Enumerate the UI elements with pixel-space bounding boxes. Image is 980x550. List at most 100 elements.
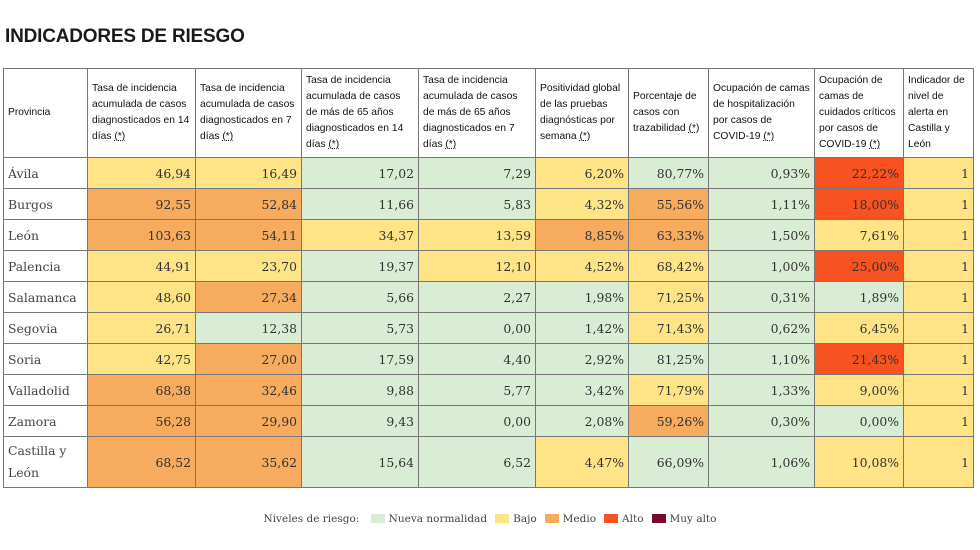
column-header: Tasa de incidencia acumulada de casos di… (87, 68, 196, 158)
legend-swatch (651, 513, 666, 523)
legend-swatch (495, 513, 510, 523)
indicator-cell: 4,47% (535, 436, 629, 488)
risk-levels-legend: Niveles de riesgo: Nueva normalidad Bajo M… (0, 513, 980, 525)
footnote-link[interactable]: (*) (869, 139, 881, 150)
indicator-cell: 21,43% (814, 343, 904, 375)
indicator-cell: 1,00% (708, 250, 815, 282)
indicator-cell: 1 (903, 188, 974, 220)
legend-item: Muy alto (651, 513, 717, 525)
column-header-label: Tasa de incidencia acumulada de casos di… (92, 83, 190, 142)
legend-swatch (604, 513, 619, 523)
indicator-cell: 5,73 (301, 312, 419, 344)
indicator-cell: 1,06% (708, 436, 815, 488)
column-header: Tasa de incidencia acumulada de casos de… (418, 68, 536, 158)
legend-label: Alto (622, 513, 644, 525)
indicator-cell: 17,59 (301, 343, 419, 375)
column-header: Indicador de nivel de alerta en Castilla… (903, 68, 974, 158)
column-header: Tasa de incidencia acumulada de casos di… (195, 68, 302, 158)
footnote-link[interactable]: (*) (763, 131, 775, 142)
legend-items: Nueva normalidad Bajo Medio Alto Muy alto (363, 513, 717, 525)
legend-item: Nueva normalidad (370, 513, 487, 525)
indicator-cell: 63,33% (628, 219, 709, 251)
indicator-cell: 18,00% (814, 188, 904, 220)
indicator-cell: 1,33% (708, 374, 815, 406)
column-header: Tasa de incidencia acumulada de casos de… (301, 68, 419, 158)
indicator-cell: 54,11 (195, 219, 302, 251)
indicator-cell: 1,98% (535, 281, 629, 313)
indicator-cell: 1 (903, 157, 974, 189)
footnote-link[interactable]: (*) (114, 131, 126, 142)
indicator-cell: 0,31% (708, 281, 815, 313)
indicator-cell: 26,71 (87, 312, 196, 344)
column-header-label: Provincia (8, 107, 51, 118)
table-row: Ávila 46,94 16,49 17,02 7,29 6,20% 80,77% 0,93%… (3, 157, 974, 189)
indicator-cell: 68,42% (628, 250, 709, 282)
province-cell: Castilla y León (3, 436, 88, 488)
indicator-cell: 92,55 (87, 188, 196, 220)
indicator-cell: 1 (903, 250, 974, 282)
province-cell: Salamanca (3, 281, 88, 313)
indicator-cell: 1,50% (708, 219, 815, 251)
legend-title: Niveles de riesgo: (263, 513, 360, 525)
indicator-cell: 0,00 (418, 312, 536, 344)
indicator-cell: 71,79% (628, 374, 709, 406)
indicator-cell: 19,37 (301, 250, 419, 282)
column-header-label: Porcentaje de casos con trazabilidad (633, 91, 697, 134)
indicator-cell: 9,00% (814, 374, 904, 406)
footnote-link[interactable]: (*) (222, 131, 234, 142)
table-row: León 103,63 54,11 34,37 13,59 8,85% 63,33% 1,50… (3, 219, 974, 251)
indicator-cell: 22,22% (814, 157, 904, 189)
risk-indicators-table: Provincia Tasa de incidencia acumulada de… (3, 68, 974, 488)
province-cell: Segovia (3, 312, 88, 344)
indicator-cell: 8,85% (535, 219, 629, 251)
indicator-cell: 1 (903, 312, 974, 344)
indicator-cell: 35,62 (195, 436, 302, 488)
indicator-cell: 0,93% (708, 157, 815, 189)
column-header: Positividad global de las pruebas diagnó… (535, 68, 629, 158)
table-header-row: Provincia Tasa de incidencia acumulada de… (3, 68, 974, 158)
table-row: Valladolid 68,38 32,46 9,88 5,77 3,42% 71,79% 1… (3, 374, 974, 406)
indicator-cell: 11,66 (301, 188, 419, 220)
province-cell: Ávila (3, 157, 88, 189)
column-header-label: Ocupación de camas de cuidados críticos … (819, 75, 896, 150)
indicator-cell: 15,64 (301, 436, 419, 488)
indicator-cell: 0,30% (708, 405, 815, 437)
table-row: Zamora 56,28 29,90 9,43 0,00 2,08% 59,26% 0,30%… (3, 405, 974, 437)
province-cell: Zamora (3, 405, 88, 437)
indicator-cell: 0,62% (708, 312, 815, 344)
footnote-link[interactable]: (*) (328, 139, 340, 150)
province-cell: Burgos (3, 188, 88, 220)
indicator-cell: 2,08% (535, 405, 629, 437)
legend-swatch (370, 513, 385, 523)
indicator-cell: 1 (903, 281, 974, 313)
province-cell: Valladolid (3, 374, 88, 406)
province-cell: Palencia (3, 250, 88, 282)
indicator-cell: 5,66 (301, 281, 419, 313)
indicator-cell: 32,46 (195, 374, 302, 406)
legend-label: Muy alto (669, 513, 717, 525)
indicator-cell: 4,32% (535, 188, 629, 220)
indicator-cell: 0,00 (418, 405, 536, 437)
indicator-cell: 1 (903, 405, 974, 437)
column-header: Ocupación de camas de cuidados críticos … (814, 68, 904, 158)
footnote-link[interactable]: (*) (579, 131, 591, 142)
indicator-cell: 1 (903, 343, 974, 375)
indicator-cell: 103,63 (87, 219, 196, 251)
legend-item: Alto (604, 513, 644, 525)
indicator-cell: 12,38 (195, 312, 302, 344)
column-header-label: Indicador de nivel de alerta en Castilla… (908, 75, 965, 150)
indicator-cell: 2,27 (418, 281, 536, 313)
footnote-link[interactable]: (*) (445, 139, 457, 150)
legend-item: Bajo (495, 513, 537, 525)
legend-label: Medio (562, 513, 597, 525)
indicator-cell: 42,75 (87, 343, 196, 375)
indicator-cell: 59,26% (628, 405, 709, 437)
indicator-cell: 3,42% (535, 374, 629, 406)
footnote-link[interactable]: (*) (688, 123, 700, 134)
indicator-cell: 9,88 (301, 374, 419, 406)
indicator-cell: 4,40 (418, 343, 536, 375)
indicator-cell: 13,59 (418, 219, 536, 251)
column-header-label: Ocupación de camas de hospitalización po… (713, 83, 810, 142)
indicator-cell: 1 (903, 374, 974, 406)
indicator-cell: 46,94 (87, 157, 196, 189)
